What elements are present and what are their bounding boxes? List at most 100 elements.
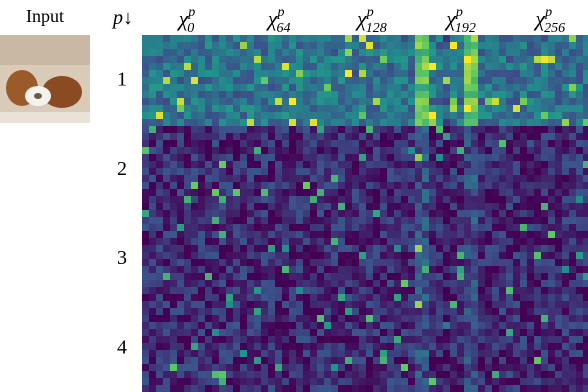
heatmap-cell xyxy=(296,35,303,42)
heatmap-cell xyxy=(429,42,436,49)
heatmap-cell xyxy=(513,175,520,182)
heatmap-cell xyxy=(366,231,373,238)
heatmap-cell xyxy=(198,231,205,238)
heatmap-cell xyxy=(289,35,296,42)
heatmap-cell xyxy=(457,210,464,217)
heatmap-cell xyxy=(506,294,513,301)
heatmap-cell xyxy=(422,175,429,182)
heatmap-cell xyxy=(303,294,310,301)
heatmap-cell xyxy=(520,350,527,357)
heatmap-cell xyxy=(345,343,352,350)
heatmap-cell xyxy=(380,217,387,224)
heatmap-cell xyxy=(373,161,380,168)
heatmap-cell xyxy=(240,322,247,329)
heatmap-cell xyxy=(296,203,303,210)
heatmap-cell xyxy=(156,315,163,322)
heatmap-cell xyxy=(541,301,548,308)
heatmap-cell xyxy=(324,210,331,217)
heatmap-cell xyxy=(429,63,436,70)
heatmap-cell xyxy=(226,49,233,56)
heatmap-cell xyxy=(289,238,296,245)
heatmap-cell xyxy=(569,315,576,322)
heatmap-cell xyxy=(177,126,184,133)
heatmap-cell xyxy=(534,301,541,308)
heatmap-cell xyxy=(443,154,450,161)
heatmap-cell xyxy=(450,231,457,238)
heatmap-cell xyxy=(317,112,324,119)
heatmap-cell xyxy=(492,329,499,336)
heatmap-cell xyxy=(541,280,548,287)
heatmap-cell xyxy=(373,378,380,385)
heatmap-cell xyxy=(450,49,457,56)
heatmap-cell xyxy=(513,119,520,126)
heatmap-cell xyxy=(191,77,198,84)
heatmap-cell xyxy=(464,147,471,154)
heatmap-cell xyxy=(541,336,548,343)
heatmap-cell xyxy=(163,119,170,126)
heatmap-cell xyxy=(548,378,555,385)
heatmap-cell xyxy=(289,357,296,364)
heatmap-cell xyxy=(415,350,422,357)
heatmap-cell xyxy=(198,315,205,322)
heatmap-cell xyxy=(366,133,373,140)
heatmap-cell xyxy=(548,329,555,336)
heatmap-cell xyxy=(562,154,569,161)
heatmap-cell xyxy=(282,91,289,98)
heatmap-cell xyxy=(555,343,562,350)
heatmap-cell xyxy=(443,196,450,203)
heatmap-cell xyxy=(583,266,588,273)
heatmap-cell xyxy=(485,343,492,350)
heatmap-cell xyxy=(541,35,548,42)
heatmap-cell xyxy=(457,42,464,49)
heatmap-cell xyxy=(198,287,205,294)
heatmap-cell xyxy=(380,315,387,322)
heatmap-cell xyxy=(226,252,233,259)
heatmap-cell xyxy=(422,245,429,252)
heatmap-cell xyxy=(184,336,191,343)
heatmap-cell xyxy=(520,308,527,315)
heatmap-cell xyxy=(464,105,471,112)
heatmap-cell xyxy=(527,343,534,350)
heatmap-cell xyxy=(387,350,394,357)
heatmap-cell xyxy=(373,231,380,238)
heatmap-cell xyxy=(310,280,317,287)
heatmap-cell xyxy=(170,224,177,231)
heatmap-cell xyxy=(324,119,331,126)
heatmap-cell xyxy=(429,140,436,147)
heatmap-cell xyxy=(380,273,387,280)
heatmap-cell xyxy=(415,266,422,273)
heatmap-cell xyxy=(331,273,338,280)
heatmap-cell xyxy=(436,133,443,140)
heatmap-cell xyxy=(422,112,429,119)
heatmap-cell xyxy=(191,154,198,161)
heatmap-cell xyxy=(485,371,492,378)
heatmap-cell xyxy=(583,308,588,315)
heatmap-cell xyxy=(513,182,520,189)
heatmap-cell xyxy=(513,56,520,63)
heatmap-cell xyxy=(359,140,366,147)
heatmap-cell xyxy=(394,182,401,189)
heatmap-cell xyxy=(205,49,212,56)
heatmap-cell xyxy=(324,280,331,287)
heatmap-cell xyxy=(191,84,198,91)
heatmap-cell xyxy=(422,49,429,56)
heatmap-cell xyxy=(268,42,275,49)
heatmap-cell xyxy=(352,217,359,224)
heatmap-cell xyxy=(331,259,338,266)
heatmap-cell xyxy=(219,98,226,105)
heatmap-cell xyxy=(471,70,478,77)
heatmap-cell xyxy=(261,252,268,259)
heatmap-cell xyxy=(233,217,240,224)
heatmap-cell xyxy=(324,189,331,196)
heatmap-cell xyxy=(331,49,338,56)
heatmap-cell xyxy=(289,371,296,378)
heatmap-cell xyxy=(345,217,352,224)
heatmap-cell xyxy=(317,301,324,308)
heatmap-cell xyxy=(422,322,429,329)
heatmap-cell xyxy=(576,42,583,49)
heatmap-cell xyxy=(555,175,562,182)
heatmap-cell xyxy=(541,119,548,126)
heatmap-cell xyxy=(548,203,555,210)
heatmap-cell xyxy=(303,35,310,42)
heatmap-cell xyxy=(163,357,170,364)
